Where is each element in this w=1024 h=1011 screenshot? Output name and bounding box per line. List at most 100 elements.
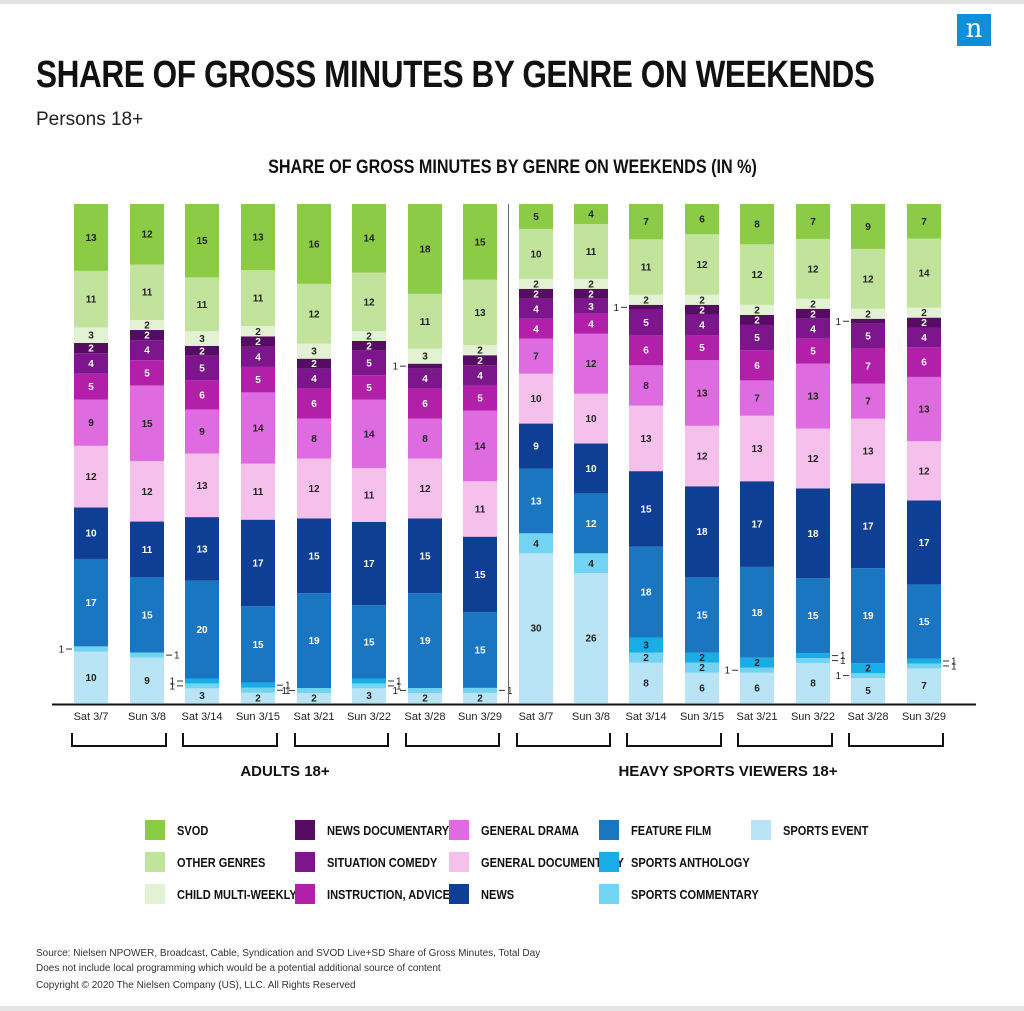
data-label: 12 [862, 274, 874, 285]
data-label: 10 [530, 394, 542, 405]
data-label: 12 [585, 359, 597, 370]
data-label: 2 [699, 295, 705, 306]
bar-segment-general-drama [241, 392, 275, 464]
bar-segment-situation-comedy [574, 298, 608, 314]
legend-label: OTHER GENRES [177, 854, 266, 870]
top-border [0, 0, 1024, 4]
data-label: 19 [308, 636, 320, 647]
data-label: 6 [311, 399, 317, 410]
data-label: 12 [363, 297, 375, 308]
data-label: 13 [474, 308, 486, 319]
bar-segment-child-multi-weekly [740, 304, 774, 315]
data-label: 6 [699, 215, 705, 226]
data-label: 4 [422, 374, 428, 385]
bar-segment-general-documentary [241, 463, 275, 520]
bar-segment-svod [851, 204, 885, 249]
data-label-outside: 1 [285, 686, 291, 697]
data-label: 4 [311, 374, 317, 385]
bar-segment-sports-commentary [241, 687, 275, 693]
data-label: 30 [530, 624, 542, 635]
legend-swatch [295, 820, 315, 840]
data-label: 2 [311, 694, 317, 705]
legend-label: GENERAL DRAMA [481, 822, 580, 838]
bar-segment-feature-film [408, 593, 442, 689]
data-label: 2 [199, 346, 205, 357]
data-label-outside: 1 [169, 676, 175, 687]
bar-segment-svod [241, 204, 275, 271]
bar-segment-general-documentary [685, 425, 719, 487]
bar-segment-feature-film [297, 593, 331, 689]
weekend-bracket [626, 733, 722, 747]
data-label: 11 [142, 545, 153, 556]
bar-segment-general-documentary [352, 468, 386, 522]
bar-segment-feature-film [685, 576, 719, 653]
data-label: 12 [696, 452, 708, 463]
data-label: 12 [585, 519, 597, 530]
data-label: 4 [144, 346, 150, 357]
bar-segment-sports-event [740, 672, 774, 703]
data-label: 2 [699, 305, 705, 316]
bar-segment-general-drama [74, 399, 108, 446]
bar-segment-instruction-advice [740, 350, 774, 381]
bar-segment-news-documentary [851, 318, 885, 324]
bar-segment-sports-commentary [629, 652, 663, 663]
data-label: 3 [643, 641, 649, 652]
data-label: 12 [141, 487, 153, 498]
bar-segment-other-genres [685, 234, 719, 295]
data-label: 2 [477, 693, 483, 704]
copyright: Copyright © 2020 The Nielsen Company (US… [36, 980, 356, 991]
bar-segment-svod [519, 204, 553, 229]
bar-segment-news-documentary [185, 345, 219, 356]
bar-segment-news [907, 500, 941, 585]
data-label: 4 [921, 333, 927, 344]
bar-segment-sports-event [629, 662, 663, 703]
data-label: 4 [255, 352, 261, 363]
bar-segment-feature-film [907, 584, 941, 659]
legend-label: SPORTS EVENT [783, 822, 869, 838]
bar-segment-sports-anthology [185, 678, 219, 684]
data-label: 14 [918, 269, 930, 280]
data-label: 2 [699, 653, 705, 664]
bar-segment-sports-anthology [352, 678, 386, 684]
bar-segment-instruction-advice [685, 335, 719, 361]
data-label: 3 [422, 352, 428, 363]
data-label-outside: 1 [174, 651, 180, 662]
bar-segment-other-genres [408, 293, 442, 349]
legend-item-instruction-advice: INSTRUCTION, ADVICE [295, 884, 472, 904]
data-label: 13 [530, 496, 542, 507]
data-label: 6 [921, 358, 927, 369]
data-label: 7 [921, 217, 927, 228]
bar-segment-feature-film [185, 580, 219, 679]
data-label: 6 [422, 399, 428, 410]
data-label: 12 [751, 270, 763, 281]
bar-segment-general-documentary [185, 453, 219, 518]
data-label: 2 [533, 289, 539, 300]
data-label: 2 [865, 309, 871, 320]
data-label: 13 [252, 233, 264, 244]
data-label: 16 [308, 239, 320, 250]
bar-segment-child-multi-weekly [185, 331, 219, 346]
data-label: 15 [196, 236, 208, 247]
legend-item-svod: SVOD [145, 820, 214, 840]
legend-item-other-genres: OTHER GENRES [145, 852, 281, 872]
bar-segment-news [629, 471, 663, 547]
data-label: 2 [477, 356, 483, 367]
data-label: 10 [85, 673, 97, 684]
data-label: 5 [144, 368, 150, 379]
data-label: 11 [197, 300, 208, 311]
data-label: 2 [810, 299, 816, 310]
data-label: 15 [474, 570, 486, 581]
bar-segment-sports-commentary [851, 673, 885, 679]
bar-segment-sports-event [185, 688, 219, 703]
bar-segment-general-drama [352, 399, 386, 469]
data-label: 14 [363, 429, 375, 440]
bar-segment-instruction-advice [463, 385, 497, 411]
source-line-1: Source: Nielsen NPOWER, Broadcast, Cable… [36, 948, 541, 959]
x-tick-label: Sat 3/14 [182, 711, 223, 723]
bar-segment-other-genres [629, 239, 663, 295]
data-label: 12 [807, 264, 819, 275]
data-label: 13 [918, 405, 930, 416]
bar-segment-news [851, 483, 885, 569]
bar-segment-instruction-advice [907, 347, 941, 377]
